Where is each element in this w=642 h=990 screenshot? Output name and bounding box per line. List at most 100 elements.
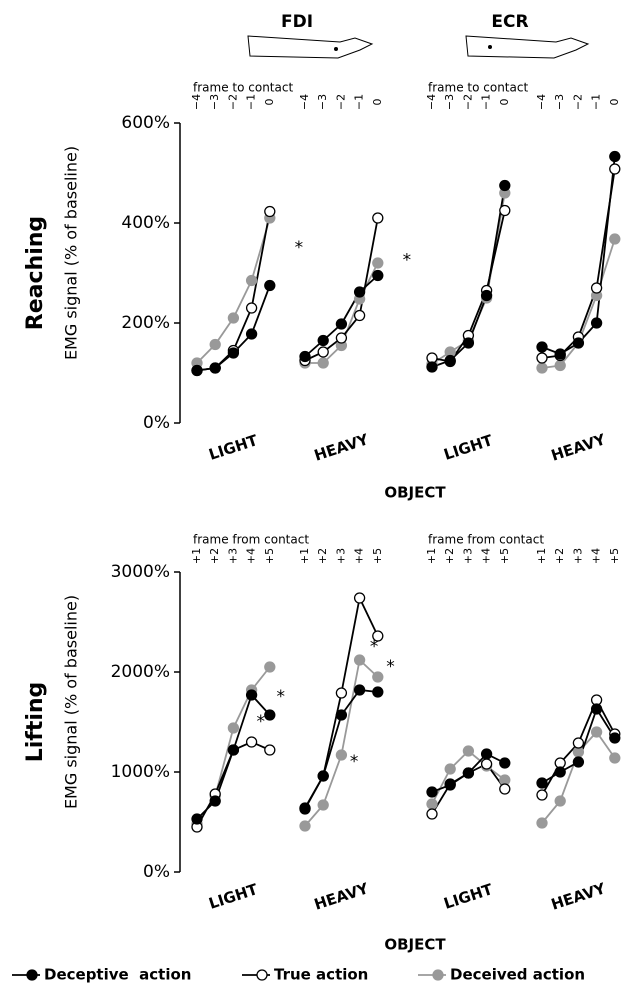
data-point — [372, 269, 384, 282]
data-point — [335, 687, 348, 699]
y-tick-label: 2000% — [111, 662, 170, 682]
data-point — [499, 757, 511, 769]
frame-tick-label: −3 — [208, 94, 221, 110]
x-tick-label: LIGHT — [442, 880, 496, 913]
annotation: * — [256, 712, 265, 732]
x-axis-label: OBJECT — [384, 936, 446, 954]
data-point — [209, 338, 221, 351]
data-point — [426, 786, 438, 798]
frame-tick-label: +3 — [334, 548, 347, 564]
data-point — [227, 722, 240, 734]
data-point — [554, 348, 566, 360]
frame-tick-label: 0 — [371, 99, 384, 106]
data-point — [245, 274, 258, 287]
data-point — [227, 744, 240, 756]
data-point — [536, 817, 548, 829]
frame-tick-label: −4 — [535, 94, 548, 110]
data-point — [426, 361, 438, 373]
muscle-label: FDI — [281, 12, 313, 32]
frame-tick-label: +2 — [553, 548, 566, 564]
frame-tick-label: −2 — [226, 94, 239, 110]
data-point — [426, 808, 438, 820]
frame-label: frame to contact — [193, 81, 293, 95]
data-point — [264, 709, 276, 721]
data-point — [444, 779, 456, 791]
frame-tick-label: +4 — [353, 548, 366, 564]
data-point — [317, 357, 329, 369]
data-point — [372, 212, 384, 224]
y-tick-label: 3000% — [111, 562, 170, 582]
y-tick-label: 0% — [143, 413, 170, 433]
data-point — [590, 317, 603, 329]
frame-tick-label: +3 — [461, 548, 474, 564]
data-point — [245, 689, 258, 701]
data-point — [245, 328, 258, 340]
data-point — [299, 820, 311, 832]
frame-tick-label: +4 — [480, 548, 493, 564]
data-point — [227, 312, 240, 324]
data-point — [554, 359, 566, 372]
x-tick-label: LIGHT — [442, 431, 496, 464]
data-point — [264, 205, 276, 218]
frame-tick-label: +2 — [316, 548, 329, 564]
data-point — [264, 744, 276, 756]
data-point — [536, 789, 548, 801]
frame-tick-label: +3 — [226, 548, 239, 564]
frame-tick-label: 0 — [263, 99, 276, 106]
data-point — [191, 364, 203, 377]
x-tick-label: LIGHT — [207, 880, 261, 913]
data-point — [264, 279, 276, 292]
data-point — [317, 346, 329, 358]
data-point — [335, 749, 348, 761]
data-point — [572, 737, 585, 749]
legend-marker — [256, 969, 268, 981]
frame-tick-label: +4 — [590, 548, 603, 564]
data-point — [245, 736, 258, 748]
frame-label: frame from contact — [428, 533, 544, 547]
series-line — [304, 658, 379, 827]
data-point — [353, 309, 366, 322]
data-point — [554, 766, 566, 778]
annotation: * — [386, 657, 395, 677]
frame-tick-label: +5 — [263, 548, 276, 564]
series-line — [541, 156, 616, 355]
annotation: * — [403, 251, 412, 271]
frame-tick-label: −1 — [590, 94, 603, 110]
data-point — [335, 318, 348, 330]
frame-tick-label: −2 — [461, 94, 474, 110]
x-tick-label: HEAVY — [312, 879, 372, 914]
frame-tick-label: −3 — [443, 94, 456, 110]
legend-label: Deceived action — [450, 966, 585, 984]
x-tick-label: HEAVY — [549, 430, 609, 465]
annotation: * — [350, 752, 359, 772]
data-point — [480, 758, 493, 770]
frame-tick-label: +2 — [208, 548, 221, 564]
y-tick-label: 600% — [121, 113, 170, 133]
data-point — [264, 661, 276, 673]
frame-tick-label: −2 — [334, 94, 347, 110]
legend-marker — [26, 969, 38, 981]
frame-tick-label: +5 — [371, 548, 384, 564]
data-point — [536, 352, 548, 364]
data-point — [299, 350, 311, 363]
y-axis-label: EMG signal (% of baseline) — [62, 146, 81, 360]
legend-label: True action — [274, 966, 368, 984]
data-point — [353, 592, 366, 604]
frame-tick-label: −1 — [353, 94, 366, 110]
legend-label: Deceptive action — [44, 966, 191, 984]
data-point — [499, 179, 511, 192]
frame-tick-label: −4 — [425, 94, 438, 110]
x-axis-label: OBJECT — [384, 484, 446, 502]
electrode — [488, 45, 492, 49]
data-point — [480, 748, 493, 760]
panel-title: Reaching — [23, 216, 48, 330]
data-point — [372, 686, 384, 698]
annotation: * — [276, 687, 285, 707]
data-point — [191, 813, 203, 825]
muscle-label: ECR — [491, 12, 528, 32]
data-point — [536, 341, 548, 353]
frame-tick-label: −4 — [190, 94, 203, 110]
data-point — [609, 163, 621, 175]
data-point — [554, 795, 566, 807]
data-point — [590, 726, 603, 738]
